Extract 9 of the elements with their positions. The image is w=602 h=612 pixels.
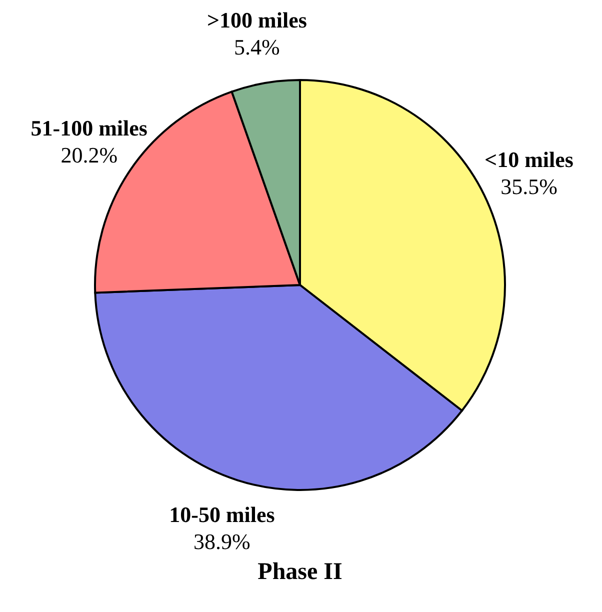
data-label: 20.2% xyxy=(60,142,118,168)
text: Phase II xyxy=(258,559,342,585)
slice-label: 51-100 miles xyxy=(30,116,148,141)
slice-label: <10 miles xyxy=(484,146,574,172)
data-label: 35.5% xyxy=(500,174,558,199)
slice-label: 10-50 miles xyxy=(169,502,276,527)
slice-label: >100 miles xyxy=(206,8,308,33)
data-label: 38.9% xyxy=(194,528,250,554)
data-label: 5.4% xyxy=(234,34,280,60)
